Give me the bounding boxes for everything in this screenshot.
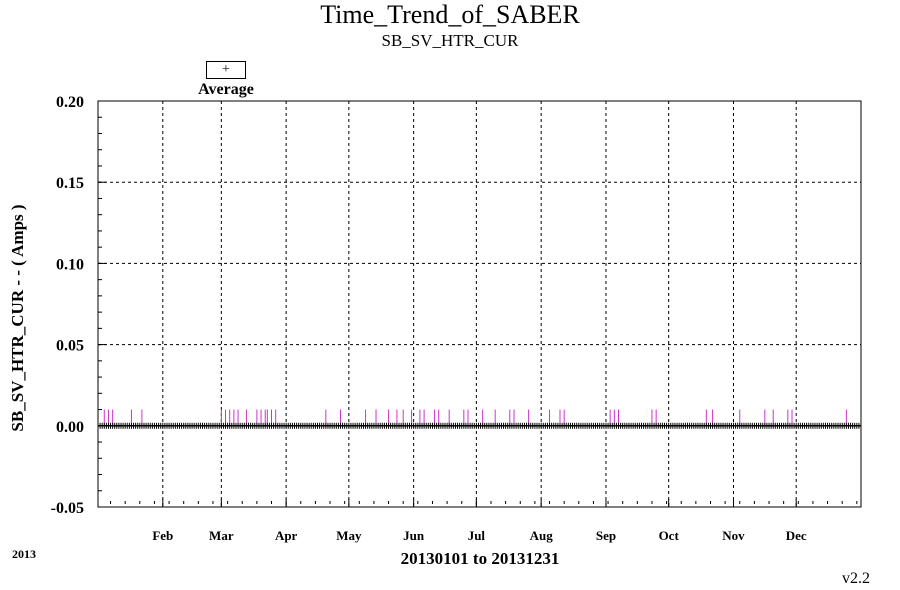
x-tick-label: Oct xyxy=(659,528,680,543)
x-tick-label: Nov xyxy=(722,528,745,543)
x-tick-label: Feb xyxy=(152,528,173,543)
x-tick-label: Dec xyxy=(786,528,807,543)
y-tick-label: 0.20 xyxy=(56,94,84,111)
chart-title: Time_Trend_of_SABER xyxy=(320,0,580,29)
x-tick-label: Sep xyxy=(596,528,616,543)
y-tick-label: 0.05 xyxy=(56,338,84,355)
plot-frame xyxy=(97,100,862,508)
x-tick-label: Mar xyxy=(209,528,234,543)
x-tick-label: Jun xyxy=(403,528,425,543)
version-label: v2.2 xyxy=(842,570,870,587)
y-tick-label: 0.00 xyxy=(56,419,84,436)
legend-label: Average xyxy=(198,81,254,98)
x-tick-label: Aug xyxy=(530,528,554,543)
y-tick-label: 0.15 xyxy=(56,175,84,192)
y-tick-label: -0.05 xyxy=(51,500,84,517)
year-label: 2013 xyxy=(12,547,36,561)
x-axis-label: 20130101 to 20131231 xyxy=(400,549,560,568)
x-tick-label: Apr xyxy=(275,528,298,543)
legend-marker: + xyxy=(206,61,246,79)
y-tick-label: 0.10 xyxy=(56,256,84,273)
x-tick-label: Jul xyxy=(468,528,486,543)
chart-subtitle: SB_SV_HTR_CUR xyxy=(381,31,519,50)
x-tick-label: May xyxy=(336,528,362,543)
